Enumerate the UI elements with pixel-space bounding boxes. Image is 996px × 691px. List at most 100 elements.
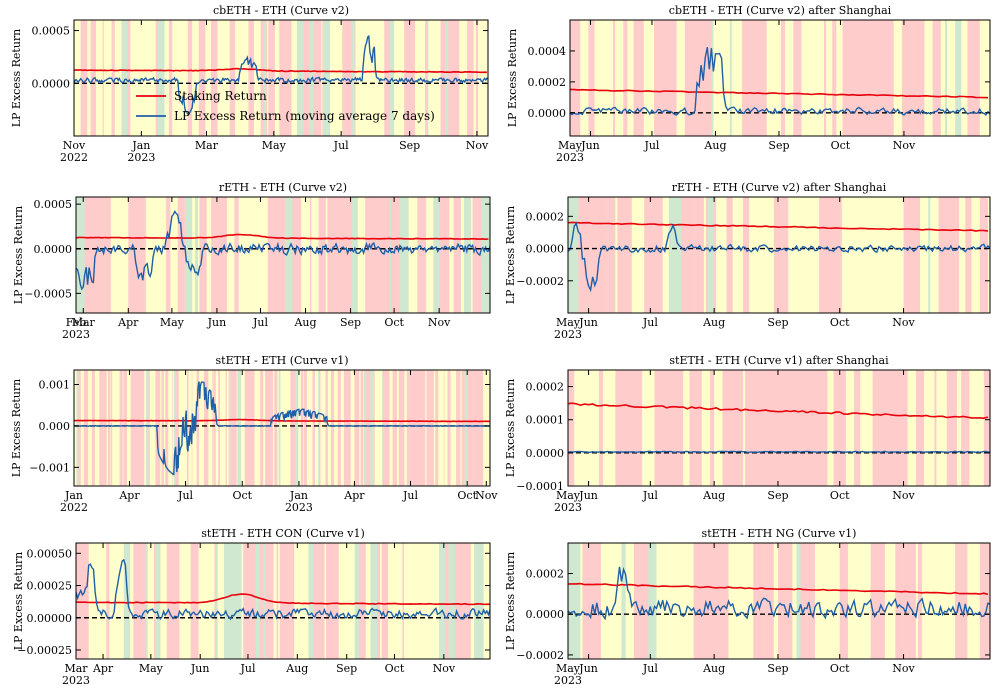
x-tick-label: Apr <box>92 662 114 675</box>
regime-band <box>340 370 345 486</box>
regime-band <box>409 370 414 486</box>
regime-band <box>439 543 446 659</box>
regime-band <box>144 370 147 486</box>
x-tick-label: Jul <box>402 489 418 502</box>
regime-band <box>164 20 170 136</box>
regime-band <box>309 197 312 313</box>
y-tick-label: −0.001 <box>29 461 70 474</box>
regime-band <box>957 370 962 486</box>
lp-excess-return-line <box>76 209 490 291</box>
regime-band <box>836 20 843 136</box>
y-axis-label: LP Excess Return <box>504 379 517 478</box>
regime-band <box>586 370 600 486</box>
regime-band <box>74 20 81 136</box>
regime-band <box>580 543 583 659</box>
regime-band <box>121 20 128 136</box>
regime-band <box>732 543 738 659</box>
regime-band <box>885 370 890 486</box>
plot-area <box>568 370 990 486</box>
regime-band <box>417 370 422 486</box>
regime-band <box>323 370 326 486</box>
regime-band <box>950 543 956 659</box>
regime-band <box>969 370 976 486</box>
regime-band <box>297 20 302 136</box>
x-tick-label: Sep <box>336 662 357 675</box>
regime-band <box>247 20 249 136</box>
regime-band <box>742 197 750 313</box>
regime-band <box>470 543 475 659</box>
regime-band <box>126 20 131 136</box>
regime-band <box>278 543 281 659</box>
regime-band <box>331 20 335 136</box>
regime-band <box>98 370 100 486</box>
regime-band <box>223 370 226 486</box>
regime-band <box>116 370 120 486</box>
regime-band <box>454 543 462 659</box>
y-axis-label: LP Excess Return <box>506 29 519 128</box>
regime-band <box>582 543 591 659</box>
x-tick-label: May <box>556 489 581 502</box>
regime-band <box>356 370 358 486</box>
x-tick-label: Aug <box>702 316 725 329</box>
regime-band <box>827 370 834 486</box>
regime-band <box>396 370 400 486</box>
regime-band <box>242 370 246 486</box>
regime-band <box>172 370 175 486</box>
regime-band <box>813 20 825 136</box>
regime-band <box>924 370 935 486</box>
regime-band <box>88 370 93 486</box>
regime-band <box>474 543 484 659</box>
regime-band <box>237 370 242 486</box>
regime-band <box>467 370 470 486</box>
regime-band <box>318 370 320 486</box>
regime-band <box>623 20 628 136</box>
regime-band <box>83 543 90 659</box>
regime-band <box>915 543 919 659</box>
plot-area <box>568 543 990 659</box>
regime-band <box>736 543 744 659</box>
x-tick-label: Jul <box>333 139 349 152</box>
regime-band <box>722 370 733 486</box>
regime-band <box>722 197 727 313</box>
staking-return-line <box>76 233 489 241</box>
regime-band <box>684 20 696 136</box>
regime-band <box>187 20 193 136</box>
regime-band <box>88 20 91 136</box>
regime-band <box>389 197 392 313</box>
regime-band <box>382 370 384 486</box>
regime-band <box>388 543 392 659</box>
regime-band <box>467 20 474 136</box>
regime-band <box>321 20 323 136</box>
regime-band <box>146 370 149 486</box>
regime-band <box>391 197 401 313</box>
regime-band <box>877 20 890 136</box>
regime-band <box>391 543 402 659</box>
regime-band <box>184 197 193 313</box>
regime-band <box>362 20 367 136</box>
regime-band <box>705 543 713 659</box>
regime-band <box>111 20 116 136</box>
plot-area <box>74 20 488 136</box>
regime-band <box>815 543 828 659</box>
regime-band <box>715 20 727 136</box>
x-tick-label: Sep <box>767 316 788 329</box>
regime-band <box>695 197 701 313</box>
regime-band <box>637 543 649 659</box>
regime-band <box>190 543 199 659</box>
regime-band <box>433 20 441 136</box>
regime-band <box>487 370 490 486</box>
regime-band <box>85 370 89 486</box>
regime-band <box>478 20 482 136</box>
y-axis-label: LP Excess Return <box>12 552 25 651</box>
regime-band <box>444 370 448 486</box>
regime-band <box>273 370 275 486</box>
regime-band <box>404 543 414 659</box>
regime-band <box>765 543 775 659</box>
regime-band <box>454 20 460 136</box>
regime-band <box>625 543 635 659</box>
regime-band <box>810 197 820 313</box>
regime-band <box>363 370 367 486</box>
regime-band <box>627 20 634 136</box>
regime-band <box>711 20 714 136</box>
regime-band <box>469 370 471 486</box>
